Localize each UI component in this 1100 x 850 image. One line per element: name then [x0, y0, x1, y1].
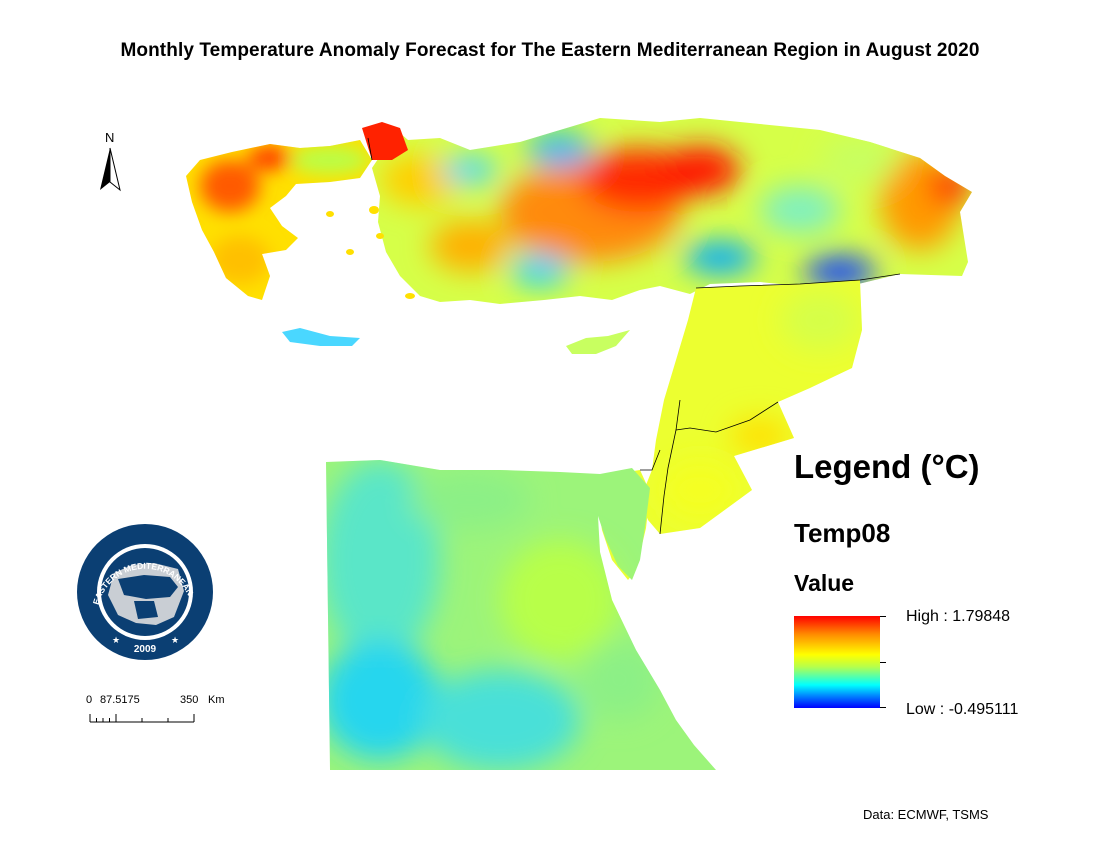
legend-tick-low [880, 707, 886, 708]
legend-color-ramp [794, 616, 880, 708]
svg-text:★: ★ [171, 635, 179, 645]
scale-label-87: 87.5175 [100, 694, 140, 706]
scale-bar-icon [89, 714, 195, 723]
scale-label-0: 0 [86, 694, 93, 706]
legend-layer-name: Temp08 [794, 518, 891, 548]
legend-tick-mid [880, 662, 886, 663]
scale-bar: 0 87.5175 350 Km [84, 694, 244, 734]
legend-title: Legend (°C) [794, 448, 980, 485]
legend-low-label: Low : -0.495111 [906, 701, 1019, 718]
svg-text:★: ★ [112, 635, 120, 645]
north-arrow-icon [100, 147, 121, 192]
legend-value-label: Value [794, 570, 855, 596]
legend-high-label: High : 1.79848 [906, 608, 1011, 625]
legend-tick-high [880, 616, 886, 617]
scale-label-unit: Km [208, 694, 225, 706]
north-arrow: N [96, 130, 126, 196]
scale-label-350: 350 [180, 694, 199, 706]
emcc-logo-icon: EASTERN MEDITERRANEAN 2009 ★ ★ [77, 524, 213, 660]
emcc-logo: EASTERN MEDITERRANEAN 2009 ★ ★ [74, 521, 216, 663]
data-source: Data: ECMWF, TSMS [863, 807, 989, 822]
map-title: Monthly Temperature Anomaly Forecast for… [120, 40, 980, 61]
north-arrow-label: N [105, 130, 115, 145]
logo-year: 2009 [134, 644, 157, 655]
